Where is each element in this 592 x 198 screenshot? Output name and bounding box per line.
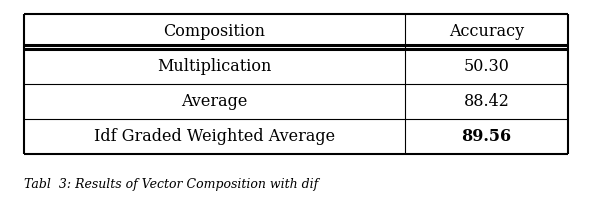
Text: Accuracy: Accuracy xyxy=(449,23,524,40)
Text: 88.42: 88.42 xyxy=(464,93,510,110)
Text: Tabl  3: Results of Vector Composition with dif: Tabl 3: Results of Vector Composition wi… xyxy=(24,178,318,191)
Text: Average: Average xyxy=(181,93,247,110)
Text: Multiplication: Multiplication xyxy=(157,58,272,75)
Text: 50.30: 50.30 xyxy=(464,58,510,75)
Text: 89.56: 89.56 xyxy=(462,128,511,145)
Text: Idf Graded Weighted Average: Idf Graded Weighted Average xyxy=(94,128,335,145)
Text: Composition: Composition xyxy=(163,23,265,40)
